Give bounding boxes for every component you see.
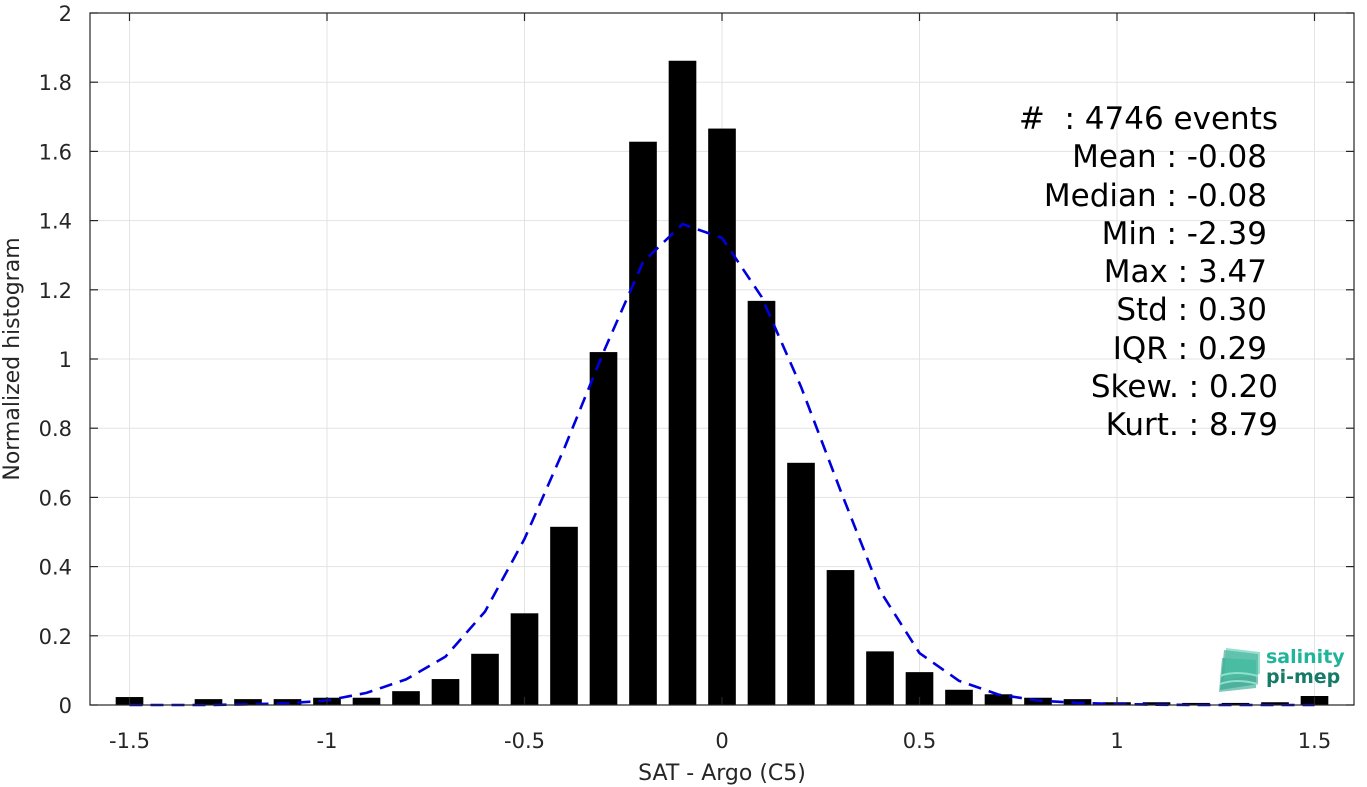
x-tick-labels: -1.5 -1 -0.5 0 0.5 1 1.5 (109, 729, 1331, 753)
stat-count: # : 4746 events (1018, 101, 1278, 137)
histogram-bar (629, 141, 657, 705)
histogram-bar (984, 694, 1013, 705)
stat-max: Max : 3.47 (1103, 254, 1267, 291)
x-tick-label: -1.5 (109, 729, 150, 753)
axis-ticks (90, 12, 1354, 706)
y-axis-label: Normalized histogram (0, 237, 25, 480)
x-tick-label: 1.5 (1298, 729, 1331, 753)
y-tick-label: 0 (59, 694, 72, 718)
histogram-bar (1261, 702, 1289, 705)
histogram-bar (826, 570, 855, 705)
histogram-bar (747, 300, 776, 705)
y-tick-labels: 0 0.2 0.4 0.6 0.8 1 1.2 1.4 1.6 1.8 2 (39, 2, 72, 718)
y-tick-label: 0.2 (39, 625, 72, 649)
stat-std: Std : 0.30 (1116, 292, 1267, 329)
histogram-bar (866, 651, 894, 705)
y-tick-label: 2 (59, 2, 72, 26)
y-tick-label: 1.2 (39, 279, 72, 303)
histogram-bar (471, 653, 499, 705)
histogram-bar (510, 613, 539, 705)
x-tick-label: -1 (317, 729, 338, 753)
stat-kurt: Kurt. : 8.79 (1105, 407, 1278, 444)
histogram-bar (589, 352, 618, 705)
y-tick-label: 1.8 (39, 71, 72, 95)
x-tick-label: 1 (1110, 729, 1123, 753)
histogram-bar (550, 526, 578, 705)
histogram-bar (708, 128, 736, 706)
y-tick-label: 1.6 (39, 140, 72, 164)
y-tick-label: 0.6 (39, 486, 72, 510)
y-tick-label: 0.8 (39, 417, 72, 441)
histogram-bar (1221, 702, 1250, 705)
histogram-bar (352, 697, 381, 705)
histogram-bars (115, 60, 1329, 706)
x-tick-label: -0.5 (504, 729, 545, 753)
y-tick-label: 0.4 (39, 556, 72, 580)
histogram-bar (1182, 702, 1210, 705)
x-tick-label: 0 (715, 729, 728, 753)
x-axis-label: SAT - Argo (C5) (638, 761, 806, 786)
logo-text: salinity pi-mep (1266, 647, 1345, 687)
salinity-pi-mep-logo (1219, 648, 1260, 692)
stat-median: Median : -0.08 (1043, 177, 1267, 214)
histogram-bar (392, 691, 420, 705)
stat-min: Min : -2.39 (1101, 215, 1267, 252)
y-tick-label: 1 (59, 348, 72, 372)
x-tick-label: 0.5 (903, 729, 936, 753)
histogram-bar (668, 60, 697, 706)
histogram-bar (945, 689, 973, 705)
histogram-bar (431, 679, 460, 705)
histogram-bar (194, 699, 223, 705)
histogram-bar (234, 699, 262, 705)
stat-mean: Mean : -0.08 (1072, 139, 1267, 176)
stat-iqr: IQR : 0.29 (1112, 330, 1267, 367)
stat-skew: Skew. : 0.20 (1090, 369, 1278, 406)
statistics-panel: # : 4746 events Mean : -0.08 Median : -0… (960, 100, 1278, 445)
y-tick-label: 1.4 (39, 210, 72, 234)
logo-text-salinity: salinity (1266, 646, 1345, 668)
histogram-bar (787, 462, 815, 705)
logo-text-pi-mep: pi-mep (1266, 666, 1341, 688)
